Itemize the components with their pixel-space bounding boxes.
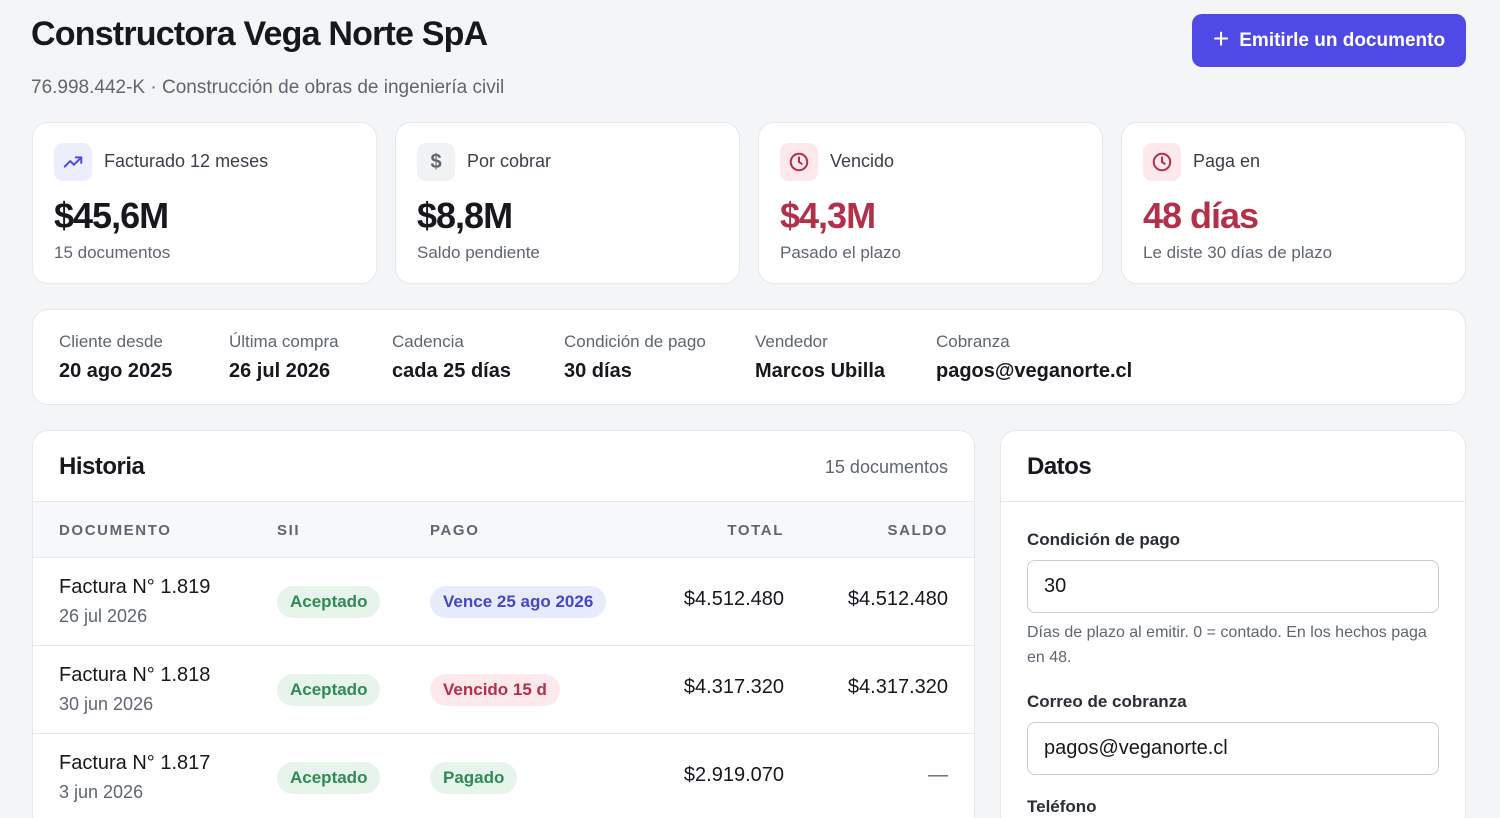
stat-sub: Pasado el plazo xyxy=(780,243,901,262)
page-title: Constructora Vega Norte SpA xyxy=(31,15,488,53)
row-date: 3 jun 2026 xyxy=(59,782,144,802)
row-total: $2.919.070 xyxy=(683,764,784,786)
col-pago: PAGO xyxy=(430,522,480,539)
payment-status-badge: Vencido 15 d xyxy=(430,674,560,706)
info-vendedor: Vendedor Marcos Ubilla xyxy=(755,332,885,383)
datos-title: Datos xyxy=(1027,453,1092,480)
info-key: Cliente desde xyxy=(59,332,163,351)
row-saldo: $4.317.320 xyxy=(847,676,948,698)
row-total: $4.512.480 xyxy=(683,588,784,610)
row-date: 26 jul 2026 xyxy=(59,606,148,626)
condicion-pago-label: Condición de pago xyxy=(1027,530,1180,549)
condicion-pago-input[interactable] xyxy=(1027,560,1439,613)
sii-status-badge: Aceptado xyxy=(277,586,381,618)
info-value: pagos@veganorte.cl xyxy=(936,360,1133,382)
info-value: 26 jul 2026 xyxy=(229,360,331,382)
payment-status-badge: Vence 25 ago 2026 xyxy=(430,586,607,618)
info-ultima-compra: Última compra 26 jul 2026 xyxy=(229,332,339,383)
stat-label: Vencido xyxy=(830,151,895,171)
plus-icon: + xyxy=(1212,23,1230,54)
col-saldo: SALDO xyxy=(887,522,948,539)
col-sii: SII xyxy=(277,522,301,539)
correo-cobranza-label: Correo de cobranza xyxy=(1027,692,1187,711)
divider xyxy=(1001,501,1465,502)
row-date: 30 jun 2026 xyxy=(59,694,154,714)
info-cliente-desde: Cliente desde 20 ago 2025 xyxy=(59,332,172,383)
stat-value: $8,8M xyxy=(417,195,513,236)
table-row[interactable]: Factura N° 1.817 3 jun 2026 Aceptado Pag… xyxy=(33,734,974,818)
row-saldo: $4.512.480 xyxy=(847,588,948,610)
info-value: 20 ago 2025 xyxy=(59,360,173,382)
trending-up-icon xyxy=(54,143,92,181)
row-total: $4.317.320 xyxy=(683,676,784,698)
historia-count: 15 documentos xyxy=(824,457,948,477)
table-header: DOCUMENTO SII PAGO TOTAL SALDO xyxy=(33,501,974,558)
emit-document-label: Emitirle un documento xyxy=(1239,29,1446,51)
historia-panel: Historia 15 documentos DOCUMENTO SII PAG… xyxy=(32,430,975,818)
stat-sub: Le diste 30 días de plazo xyxy=(1143,243,1333,262)
info-value: cada 25 días xyxy=(392,360,511,382)
stat-value: 48 días xyxy=(1143,195,1259,236)
page-subtitle: 76.998.442-K · Construcción de obras de … xyxy=(31,77,505,98)
stat-card-paga-en: Paga en 48 días Le diste 30 días de plaz… xyxy=(1121,122,1466,284)
dollar-icon: $ xyxy=(417,143,455,181)
info-key: Cobranza xyxy=(936,332,1010,351)
clock-icon xyxy=(1143,143,1181,181)
info-key: Vendedor xyxy=(755,332,828,351)
row-saldo: — xyxy=(928,764,948,786)
sii-status-badge: Aceptado xyxy=(277,674,381,706)
info-cadencia: Cadencia cada 25 días xyxy=(392,332,511,383)
stat-card-facturado: Facturado 12 meses $45,6M 15 documentos xyxy=(32,122,377,284)
info-cobranza: Cobranza pagos@veganorte.cl xyxy=(936,332,1132,383)
sii-status-badge: Aceptado xyxy=(277,762,381,794)
col-total: TOTAL xyxy=(727,522,784,539)
stat-card-por-cobrar: $ Por cobrar $8,8M Saldo pendiente xyxy=(395,122,740,284)
row-document: Factura N° 1.818 xyxy=(59,664,211,686)
stat-label: Por cobrar xyxy=(467,151,552,171)
telefono-label: Teléfono xyxy=(1027,797,1097,816)
table-row[interactable]: Factura N° 1.818 30 jun 2026 Aceptado Ve… xyxy=(33,646,974,734)
row-document: Factura N° 1.817 xyxy=(59,752,211,774)
stat-label: Paga en xyxy=(1193,151,1261,171)
stat-value: $4,3M xyxy=(780,195,876,236)
stat-sub: Saldo pendiente xyxy=(417,243,540,262)
payment-status-badge: Pagado xyxy=(430,762,518,794)
info-key: Cadencia xyxy=(392,332,464,351)
clock-icon xyxy=(780,143,818,181)
emit-document-button[interactable]: + Emitirle un documento xyxy=(1192,14,1466,67)
info-key: Condición de pago xyxy=(564,332,706,351)
info-value: Marcos Ubilla xyxy=(755,360,886,382)
table-row[interactable]: Factura N° 1.819 26 jul 2026 Aceptado Ve… xyxy=(33,558,974,646)
stat-label: Facturado 12 meses xyxy=(104,151,269,171)
correo-cobranza-input[interactable] xyxy=(1027,722,1439,775)
stat-sub: 15 documentos xyxy=(54,243,171,262)
stat-value: $45,6M xyxy=(54,195,169,236)
condicion-pago-help: Días de plazo al emitir. 0 = contado. En… xyxy=(1027,624,1427,666)
client-info-strip: Cliente desde 20 ago 2025 Última compra … xyxy=(32,309,1466,405)
stat-card-vencido: Vencido $4,3M Pasado el plazo xyxy=(758,122,1103,284)
row-document: Factura N° 1.819 xyxy=(59,576,211,598)
col-documento: DOCUMENTO xyxy=(59,522,172,539)
historia-title: Historia xyxy=(59,453,145,480)
page-header: Constructora Vega Norte SpA 76.998.442-K… xyxy=(31,14,504,100)
info-key: Última compra xyxy=(229,332,339,351)
info-value: 30 días xyxy=(564,360,632,382)
datos-panel: Datos Condición de pago Días de plazo al… xyxy=(1000,430,1466,818)
info-condicion-pago: Condición de pago 30 días xyxy=(564,332,706,383)
